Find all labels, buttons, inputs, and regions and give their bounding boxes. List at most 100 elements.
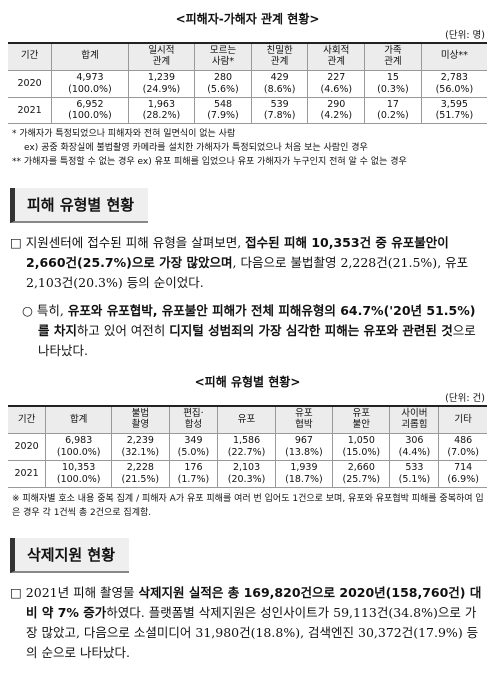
header-cell: 사회적 관계: [307, 43, 366, 71]
year-cell: 2021: [8, 459, 47, 488]
cell-percent: (100.0%): [68, 110, 112, 122]
header-cell: 유포 불안: [332, 406, 391, 435]
header-cell: 일시적 관계: [127, 43, 196, 71]
paragraph: ○ 특히, 유포와 유포협박, 유포불안 피해가 전체 피해유형의 64.7%(…: [22, 301, 485, 361]
text-run: , 다음으로 불법촬영 2,228건(21.5%), 유포 2,103건(20.…: [26, 255, 469, 291]
header-cell: 유포 협박: [274, 406, 334, 435]
header-cell: 기타: [438, 406, 487, 435]
cell-count: 486: [454, 435, 473, 446]
note: ** 가해자를 특정할 수 없는 경우 ex) 유포 피해를 입었으나 유포 가…: [12, 157, 407, 168]
cell-count: 2,783: [440, 71, 468, 83]
cell-percent: (4.2%): [320, 110, 353, 122]
cell-count: 1,939: [290, 461, 318, 473]
data-cell: 227 (4.6%): [307, 69, 366, 98]
year-cell: 2021: [8, 96, 53, 125]
data-cell: 4,973 (100.0%): [51, 69, 129, 98]
cell-count: 6,952: [76, 98, 104, 110]
cell-count: 533: [405, 461, 424, 473]
text-run-bold: 디지털 성범죄의 가장 심각한 피해는 유포와 관련된 것: [169, 323, 453, 339]
data-cell: 548 (7.9%): [194, 96, 252, 125]
data-cell: 1,239 (24.9%): [127, 69, 196, 98]
cell-count: 2,239: [126, 435, 154, 446]
header-cell: 사이버 괴롭힘: [389, 406, 440, 435]
text-run-bold: 유포와 유포협박, 유포불안 피해가 전체 피해유형의 64.7%('20년 5…: [38, 303, 476, 339]
paragraph: □ 2021년 피해 촬영물 삭제지원 실적은 총 169,820건으로 202…: [10, 583, 485, 663]
note: * 가해자가 특정되었으나 피해자와 전혀 일면식이 없는 사람: [12, 129, 236, 140]
data-cell: 2,228 (21.5%): [111, 459, 170, 488]
cell-percent: (7.0%): [447, 446, 479, 458]
header-row: 기간 합계 일시적 관계 모르는 사람* 친밀한 관계 사회적 관계 가족 관계 미상**: [8, 43, 487, 71]
data-row: 2021 10,353 (100.0%) 2,228 (21.5%) 176 (1.7%) 2…: [8, 459, 487, 488]
cell-count: 306: [405, 435, 424, 446]
cell-count: 227: [327, 71, 346, 83]
text-run: 하고 있어 여전히: [76, 323, 170, 339]
data-cell: 1,939 (18.7%): [274, 459, 334, 488]
cell-percent: (5.0%): [177, 446, 210, 458]
header-cell: 편집· 합성: [168, 406, 219, 435]
text-run-bold: 접수된 피해 10,353건 중 유포불안이 2,660건(25.7%)으로 가…: [26, 235, 449, 271]
text-run: 2021년 피해 촬영물: [25, 585, 139, 601]
year-cell: 2020: [8, 69, 53, 98]
data-cell: 533 (5.1%): [389, 459, 440, 488]
cell-count: 429: [270, 71, 289, 83]
cell-percent: (32.1%): [121, 446, 160, 458]
data-cell: 429 (8.6%): [250, 69, 309, 98]
data-cell: 2,783 (56.0%): [420, 69, 487, 98]
header-cell: 기간: [8, 406, 47, 435]
table-notes: * 가해자가 특정되었으나 피해자와 전혀 일면식이 없는 사람 ex) 공중 …: [12, 128, 487, 170]
cell-count: 15: [386, 71, 399, 83]
cell-percent: (18.7%): [285, 473, 323, 485]
data-cell: 290 (4.2%): [307, 96, 366, 125]
data-cell: 1,050 (15.0%): [332, 433, 391, 461]
data-cell: 349 (5.0%): [168, 433, 219, 461]
header-cell: 합계: [45, 406, 113, 435]
header-cell: 모르는 사람*: [194, 43, 252, 71]
paragraph: □ 지원센터에 접수된 피해 유형을 살펴보면, 접수된 피해 10,353건 …: [10, 233, 485, 293]
cell-count: 1,586: [232, 435, 261, 446]
text-run: 하였다. 플랫폼별 삭제지원은 성인사이트가 59,113건(34.8%)으로 …: [26, 605, 479, 661]
cell-percent: (20.3%): [227, 473, 266, 485]
table-title: <피해자-가해자 관계 현황>: [175, 12, 320, 26]
cell-percent: (5.1%): [398, 473, 431, 485]
section-heading: 삭제지원 현황: [10, 538, 130, 574]
cell-percent: (0.3%): [377, 83, 409, 95]
cell-percent: (25.7%): [342, 473, 381, 485]
cell-percent: (24.9%): [142, 83, 181, 95]
cell-count: 349: [184, 435, 203, 446]
cell-percent: (0.2%): [377, 110, 409, 122]
data-row: 2020 6,983 (100.0%) 2,239 (32.1%) 349 (5.0%) 1,…: [8, 433, 487, 461]
data-cell: 539 (7.8%): [250, 96, 309, 125]
header-cell: 미상**: [420, 43, 487, 71]
cell-count: 2,660: [347, 461, 375, 473]
data-cell: 714 (6.9%): [438, 459, 487, 488]
data-cell: 2,239 (32.1%): [111, 433, 170, 461]
cell-count: 2,228: [126, 461, 154, 473]
cell-percent: (4.6%): [320, 83, 353, 95]
cell-percent: (7.9%): [207, 110, 239, 122]
header-cell: 친밀한 관계: [250, 43, 309, 71]
type-table: 기간 합계 불법 촬영 편집· 합성 유포 유포 협박 유포 불안 사이버 괴롭힘 기타 2020…: [8, 405, 487, 488]
cell-percent: (28.2%): [142, 110, 181, 122]
header-cell: 유포: [217, 406, 276, 435]
cell-count: 3,595: [440, 98, 468, 110]
cell-percent: (100.0%): [56, 473, 101, 485]
data-cell: 176 (1.7%): [168, 459, 219, 488]
text-run: 특히,: [36, 303, 68, 319]
cell-percent: (5.6%): [207, 83, 239, 95]
cell-count: 10,353: [62, 461, 96, 473]
data-cell: 6,952 (100.0%): [51, 96, 129, 125]
table-note: ※ 피해자별 호소 내용 중복 집계 / 피해자 A가 유포 피해를 여러 번 …: [12, 493, 484, 518]
cell-count: 280: [213, 71, 233, 83]
data-cell: 6,983 (100.0%): [45, 433, 113, 461]
cell-count: 967: [294, 435, 313, 446]
data-cell: 486 (7.0%): [438, 433, 487, 461]
data-cell: 306 (4.4%): [389, 433, 440, 461]
marker: □: [10, 585, 22, 601]
data-cell: 280 (5.6%): [194, 69, 252, 98]
relation-table: 기간 합계 일시적 관계 모르는 사람* 친밀한 관계 사회적 관계 가족 관계 미상** 20…: [8, 42, 487, 125]
cell-count: 2,103: [232, 461, 261, 473]
table-title: <피해 유형별 현황>: [194, 375, 301, 390]
cell-percent: (8.6%): [263, 83, 296, 95]
cell-count: 714: [454, 461, 473, 473]
data-row: 2020 4,973 (100.0%) 1,239 (24.9%) 280 (5.6%) 42…: [8, 69, 487, 98]
